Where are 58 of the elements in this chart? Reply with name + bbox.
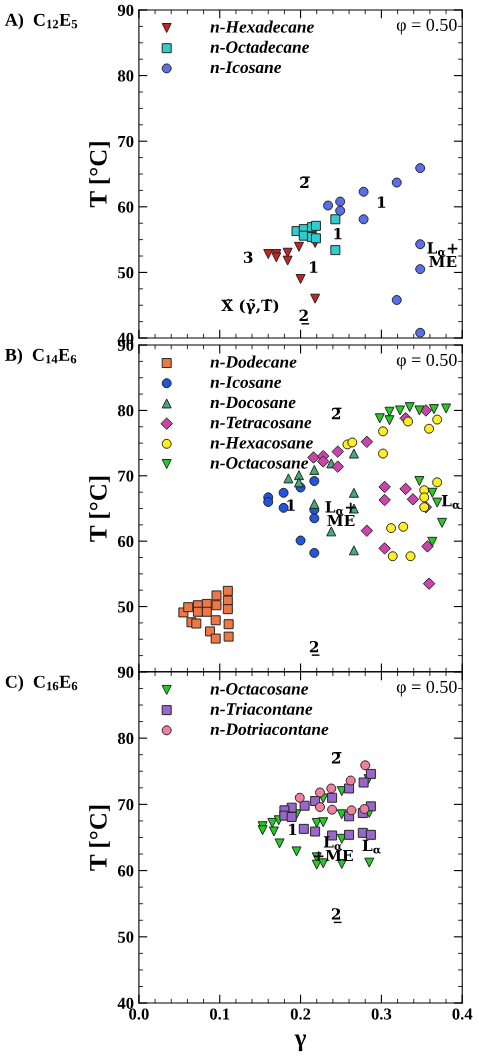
annotation: L$_{α}$ [441,495,460,509]
annotation: 1 [289,823,297,836]
y-tick-label: 70 [118,470,134,482]
annotation: 2̅ [331,407,342,420]
chart-title: A) C$_{12}$E$_{5}$ [4,13,78,30]
chart-title: B) C$_{14}$E$_{6}$ [5,348,77,365]
x-axis-title: γ [294,1034,307,1052]
annotation: 3 [243,251,253,264]
y-axis-title: T [°C] [89,476,110,542]
y-tick-label: 50 [118,931,134,943]
legend-label: n-Triacontane [210,702,313,715]
y-tick-label: 90 [117,666,134,678]
legend-label: n-Icosane [210,61,282,74]
annotation: X̃ (γ̃,T̃) [221,298,279,315]
y-tick-label: 60 [117,201,134,213]
annotation: 2̲ [299,309,310,325]
y-axis-title: T [°C] [89,805,110,871]
legend-label: n-Octacosane [210,457,309,469]
legend-label: n-Octadecane [210,40,310,53]
annotation: 2̅ [331,751,342,764]
legend-label: n-Icosane [210,376,282,388]
annotation: 1 [310,261,318,273]
annotation: 2̲ [331,908,342,924]
x-tick-label: 0.3 [371,1008,392,1020]
y-tick-label: 70 [118,135,134,148]
annotation: L$_{α}$+ ME [427,242,458,268]
y-tick-label: 90 [117,4,134,16]
legend-label: n-Tetracosane [210,416,312,429]
annotation: φ = 0.50 [396,680,457,697]
legend-label: n-Docosane [210,396,296,409]
x-tick-label: 0.1 [209,1008,230,1020]
annotation: 1 [334,227,342,240]
annotation: φ = 0.50 [396,18,457,35]
y-tick-label: 70 [118,799,134,811]
y-tick-label: 80 [117,732,134,745]
y-tick-label: 50 [118,267,134,279]
y-tick-label: 60 [117,865,134,877]
annotation: 2̲ [309,640,320,656]
y-tick-label: 80 [117,70,134,82]
x-tick-label: 0.0 [129,1008,149,1020]
y-tick-label: 60 [117,535,134,548]
annotation: L$_{α}$ [362,839,381,854]
annotation: 1 [287,499,295,511]
y-tick-label: 50 [118,601,134,613]
legend-label: n-Hexacosane [210,437,313,449]
legend-label: n-Hexadecane [210,20,314,33]
legend-label: n-Octacosane [210,683,309,695]
chart-title: C) C$_{16}$E$_{6}$ [5,675,78,692]
y-tick-label: 80 [117,405,134,417]
x-tick-label: 0.4 [452,1008,473,1020]
legend-label: n-Dodecane [210,355,297,368]
annotation: 2̅ [300,176,310,189]
y-axis-title: T [°C] [89,142,110,208]
annotation: 1 [377,196,386,208]
x-tick-label: 0.2 [290,1008,311,1020]
legend-label: n-Dotriacontane [210,722,329,736]
y-tick-label: 40 [117,997,134,1009]
annotation: φ = 0.50 [396,353,457,370]
